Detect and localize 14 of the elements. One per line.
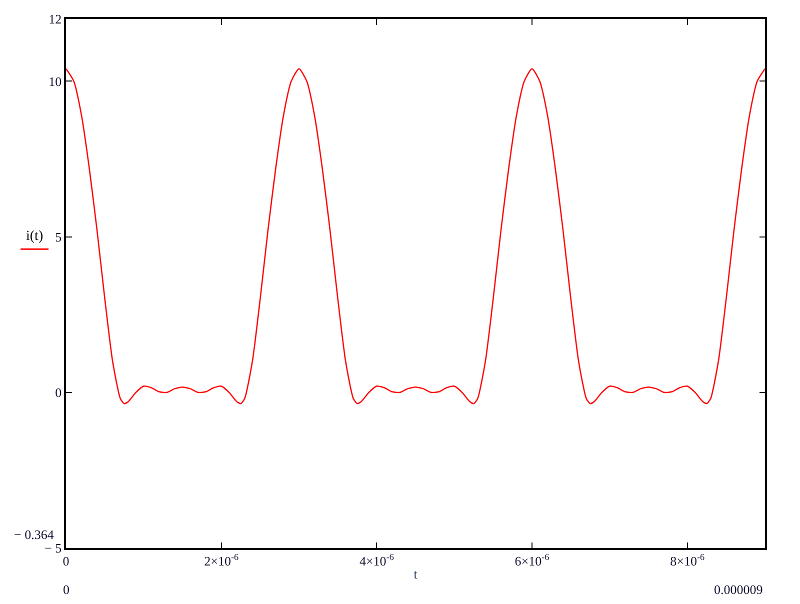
line-series [66,68,765,404]
text: 0.000009 [714,582,763,597]
x-tick-label: 2×10$^{-6}$ [204,552,239,568]
x-tick-label: 4×10$^{-6}$ [359,552,394,568]
y-tick-label: 5 [55,229,62,244]
y-tick-label: − 5 [44,540,62,556]
y-tick-label: 10 [48,74,62,89]
y-tick-label: 12 [48,12,62,27]
y-tick-label: 0 [55,384,62,400]
x-tick-label: 6×10$^{-6}$ [514,552,550,568]
text: − 0.364 [14,527,54,542]
y-axis-title: i(t) [26,229,44,244]
x-axis-title: t [414,566,418,582]
x-tick-label: 8×10$^{-6}$ [670,552,705,568]
